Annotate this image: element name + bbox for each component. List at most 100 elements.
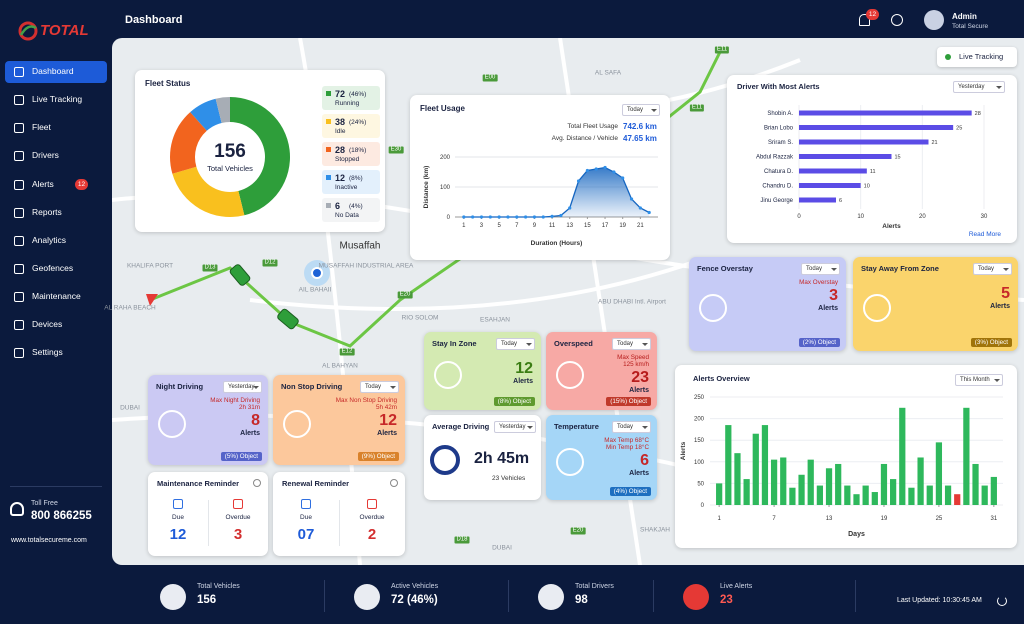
y-tick-label: 50 — [697, 481, 704, 487]
x-tick-label: 3 — [480, 223, 484, 229]
stat-divider — [653, 580, 654, 612]
dropdown[interactable]: Today — [360, 381, 399, 393]
x-tick-label: 13 — [826, 516, 833, 522]
value-label: 21 — [932, 140, 938, 146]
brand: TOTAL — [40, 22, 89, 39]
bar — [799, 139, 929, 145]
nav-item[interactable]: Analytics — [5, 230, 107, 252]
usage-point — [471, 215, 475, 219]
dropdown[interactable]: Today — [612, 421, 651, 433]
stat-divider — [508, 580, 509, 612]
nav-item[interactable]: Live Tracking — [5, 89, 107, 111]
vehicle-marker — [229, 264, 251, 286]
nav-icon — [14, 151, 24, 161]
map-label: DUBAI — [120, 404, 140, 412]
avatar[interactable] — [924, 10, 944, 30]
x-tick-label: 31 — [991, 516, 998, 522]
nav-item[interactable]: Settings — [5, 342, 107, 364]
bar — [789, 487, 796, 505]
bar — [972, 463, 979, 505]
map-label: Musaffah — [339, 240, 381, 252]
x-tick-label: 1 — [462, 223, 466, 229]
nav-icon — [14, 292, 24, 302]
refresh-icon[interactable] — [997, 596, 1007, 606]
dropdown[interactable]: Today — [612, 338, 651, 350]
dropdown[interactable]: Today — [973, 263, 1012, 275]
bar — [716, 483, 723, 505]
panel-title: Alerts Overview — [693, 374, 750, 383]
y-axis-label: Alerts — [680, 441, 687, 460]
card-count: 6 — [640, 452, 649, 469]
sidebar: TOTAL Dashboard Live Tracking Fleet Drivers A… — [0, 0, 112, 565]
value-label: 6 — [839, 198, 842, 204]
donut-total-label: Total Vehicles — [207, 164, 253, 173]
chart: 156 Total Vehicles — [170, 97, 291, 218]
legend-value: 38 — [335, 117, 346, 127]
map-label: ABU DHABI Intl. Airport — [598, 298, 666, 306]
notification-badge: 12 — [866, 9, 879, 20]
nav-label: Geofences — [32, 263, 74, 273]
bell-icon[interactable] — [859, 14, 870, 26]
dropdown[interactable]: Today — [622, 104, 660, 116]
legend-swatch — [326, 119, 331, 124]
nav-item[interactable]: Drivers — [5, 145, 107, 167]
dropdown[interactable]: Yesterday — [223, 381, 262, 393]
y-tick-label: 100 — [440, 185, 451, 191]
card-detail: Max Temp 68°C — [604, 437, 649, 444]
card-detail: 2h 31m — [238, 404, 260, 411]
alert-card: Non Stop Driving Today Max Non Stop Drivin… — [273, 375, 405, 465]
settings-icon[interactable] — [390, 479, 398, 487]
last-updated: Last Updated: 10:30:45 AM — [897, 597, 982, 604]
dropdown[interactable]: Yesterday — [494, 421, 536, 433]
x-tick-label: 21 — [637, 223, 644, 229]
road-label: D12 — [262, 259, 278, 267]
dropdown[interactable]: Yesterday — [953, 81, 1005, 93]
nav-item[interactable]: Alerts — [5, 174, 107, 196]
card-icon — [556, 447, 584, 476]
bar — [917, 457, 924, 505]
card-count: 8 — [251, 412, 260, 429]
stat-divider — [855, 580, 856, 612]
status-dot — [945, 54, 951, 60]
read-more-link: Read More — [969, 231, 1002, 238]
nav-item[interactable]: Geofences — [5, 258, 107, 280]
fleet-usage-panel: Fleet Usage Today Total Fleet Usage 742.6 k… — [410, 95, 670, 260]
bar — [799, 125, 954, 130]
nav-item[interactable]: Maintenance — [5, 286, 107, 308]
x-tick-label: 11 — [549, 223, 556, 229]
usage-point — [515, 215, 519, 219]
nav-item[interactable]: Fleet — [5, 117, 107, 139]
donut-segment — [215, 97, 230, 124]
stat-label: Live Alerts — [720, 583, 753, 590]
bar — [816, 485, 823, 505]
nav-item[interactable]: Devices — [5, 314, 107, 336]
dropdown-text: Yesterday — [228, 384, 255, 390]
dropdown-text: Today — [501, 341, 518, 347]
dropdown[interactable]: Today — [801, 263, 840, 275]
x-axis-label: Days — [848, 531, 865, 538]
card-object: (8%) Object — [493, 396, 535, 406]
nav-item[interactable]: Reports — [5, 202, 107, 224]
stat-value: 156 — [197, 594, 217, 606]
live-tracking-button[interactable]: Live Tracking — [937, 47, 1017, 67]
legend-percent: (4%) — [349, 203, 363, 210]
logo-swoosh — [19, 25, 37, 36]
column-divider — [208, 500, 209, 546]
fleet-status-panel: Fleet Status 156 Total Vehicles 72 (46%) Runn… — [135, 70, 385, 232]
legend-swatch — [326, 175, 331, 180]
dropdown[interactable]: This Month — [955, 374, 1003, 386]
y-tick-label: 150 — [694, 438, 705, 444]
card-title: Non Stop Driving — [281, 382, 343, 391]
x-tick-label: 10 — [857, 214, 864, 220]
help-icon[interactable] — [891, 14, 903, 26]
bar — [880, 463, 888, 505]
usage-area — [463, 167, 650, 217]
bar — [798, 474, 805, 505]
category-label: Shobin A. — [767, 111, 793, 117]
dropdown[interactable]: Today — [496, 338, 535, 350]
nav-item[interactable]: Dashboard — [5, 61, 107, 83]
logo-mark — [18, 21, 38, 41]
nav-label: Devices — [32, 319, 63, 329]
settings-icon[interactable] — [253, 479, 261, 487]
